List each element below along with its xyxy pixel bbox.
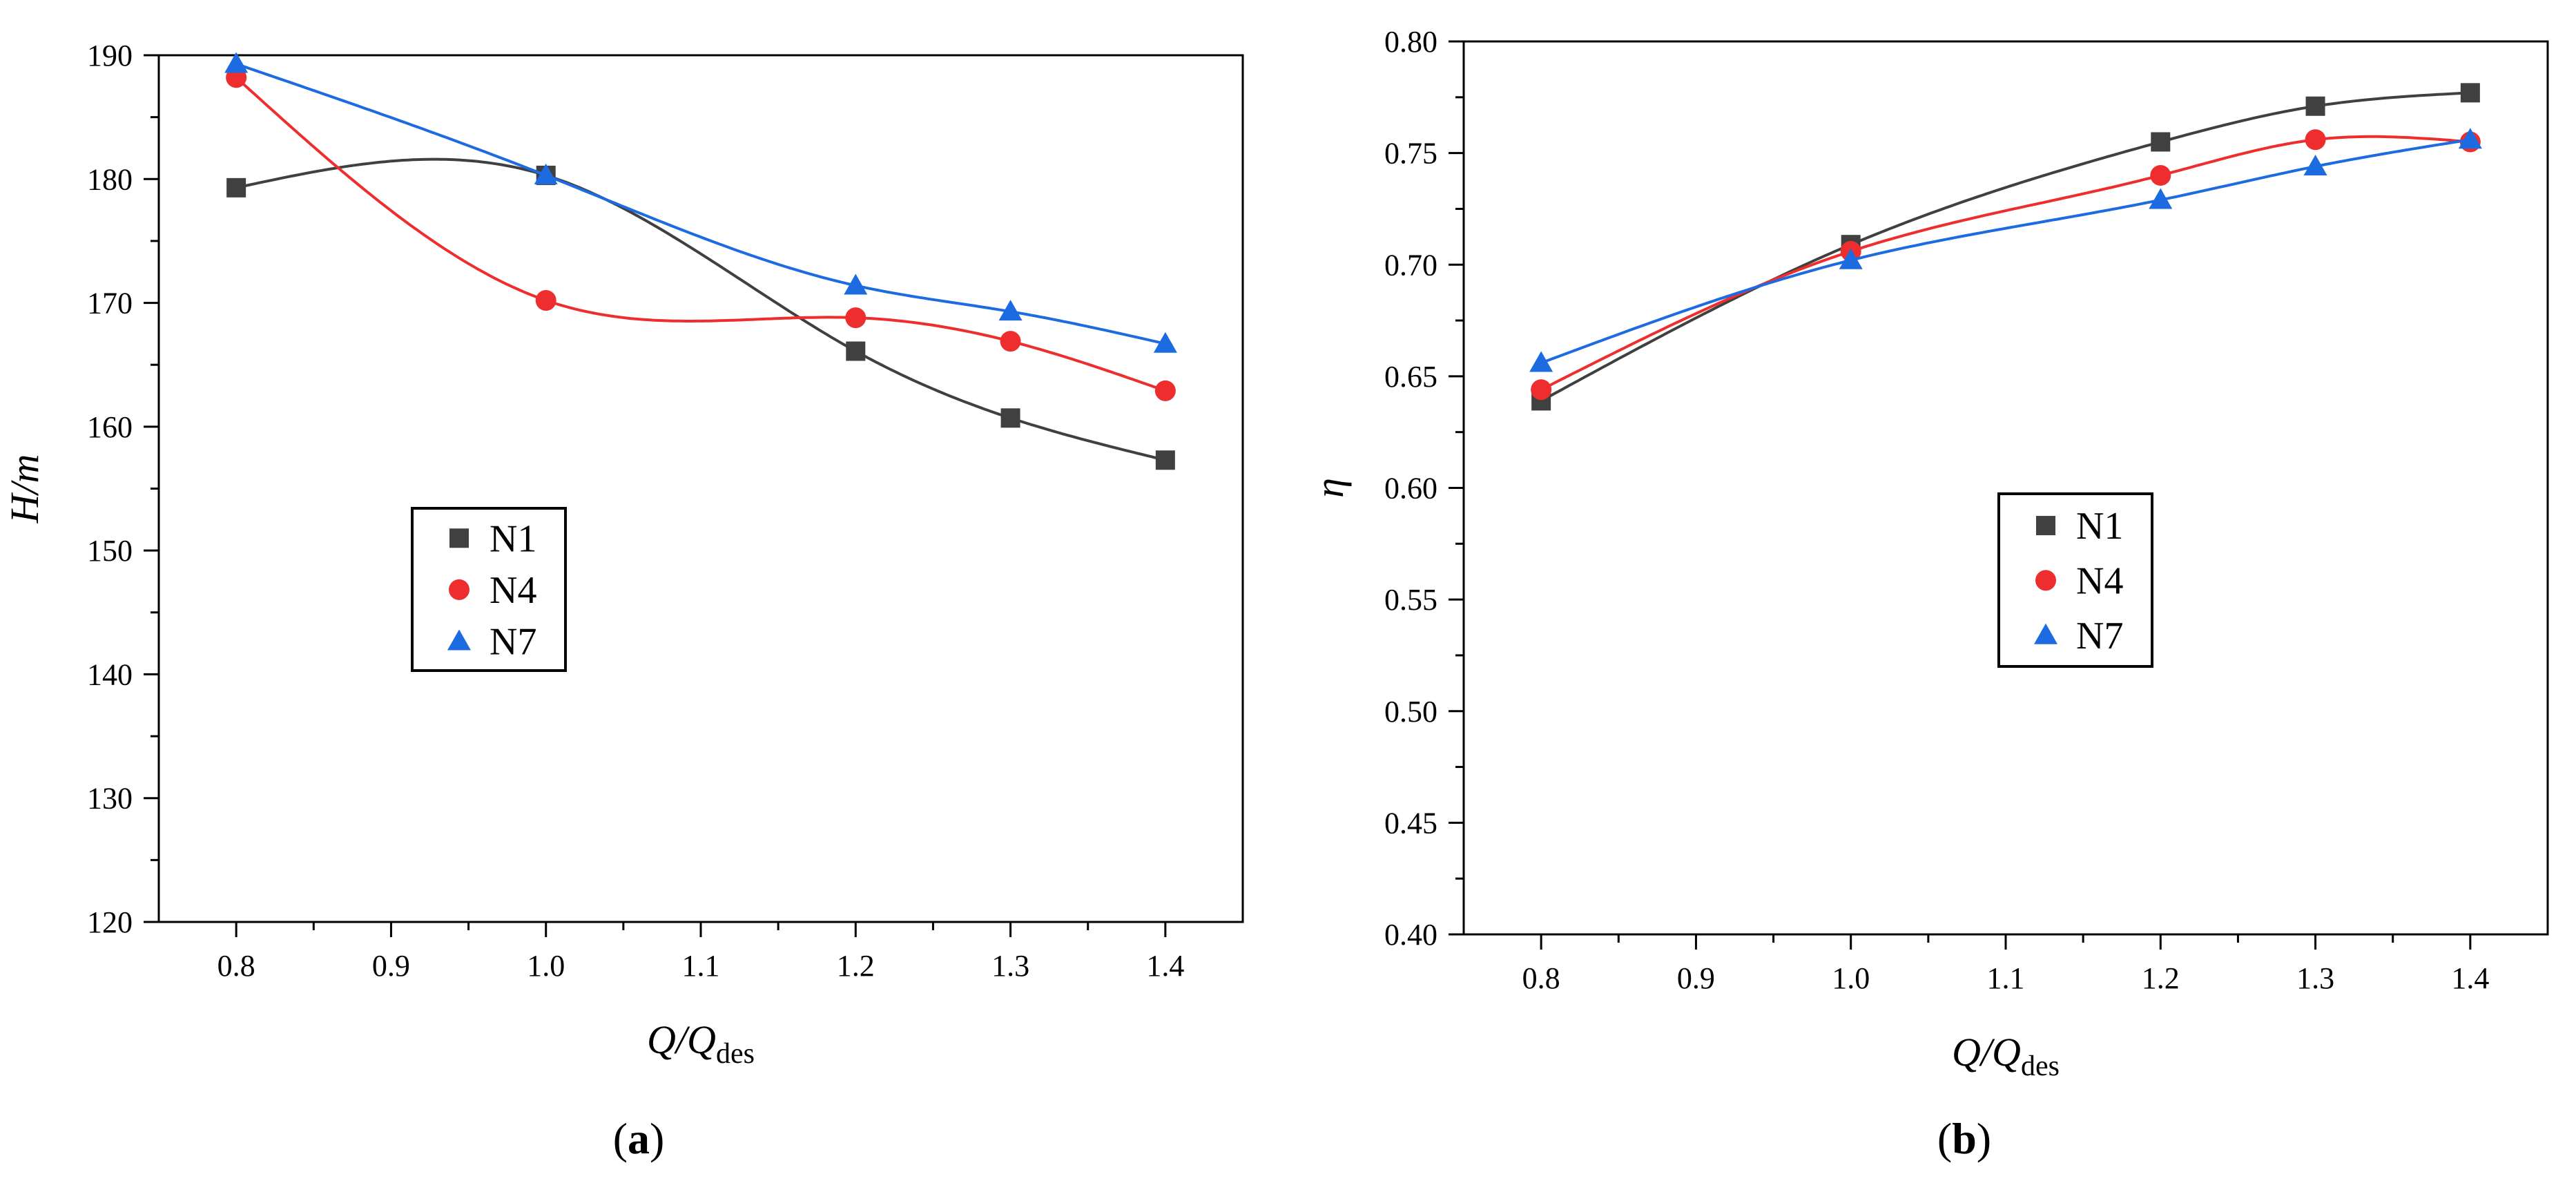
- x-tick-label: 0.8: [1522, 961, 1560, 995]
- x-tick-label: 1.0: [527, 949, 565, 983]
- legend-marker-n4: [2035, 570, 2056, 591]
- data-point-n1: [2305, 96, 2325, 116]
- fit-curve-n7: [1540, 138, 2471, 365]
- x-axis-title: Q/Qdes: [647, 1017, 755, 1070]
- x-tick-label: 1.2: [2142, 961, 2180, 995]
- fit-curve-n1: [235, 157, 1166, 462]
- data-point-n1: [226, 177, 246, 198]
- legend-marker-n7: [2034, 623, 2057, 644]
- data-point-n4: [1000, 331, 1021, 352]
- legend-label-n4: N4: [2076, 559, 2123, 602]
- chart-panel-b: 0.8 0.9 1.0 1.1 1.2 1.3 1.4 0.40 0.45 0.50 0.55 0.6…: [1307, 25, 2549, 1163]
- y-tick-label: 190: [87, 39, 133, 73]
- x-tick-label: 1.3: [991, 949, 1029, 983]
- data-point-n4: [2305, 129, 2326, 151]
- y-tick-label: 0.70: [1384, 248, 1437, 282]
- data-point-n7: [534, 163, 558, 184]
- y-tick-label: 0.40: [1384, 918, 1437, 952]
- y-tick-label: 0.65: [1384, 360, 1437, 394]
- y-tick-label: 160: [87, 410, 133, 444]
- legend-label-n7: N7: [490, 620, 536, 663]
- fit-curve-n4: [235, 76, 1166, 392]
- x-tick-label: 1.4: [2451, 961, 2489, 995]
- legend-label-n4: N4: [490, 569, 536, 612]
- data-point-n7: [1153, 331, 1177, 353]
- legend-label-n1: N1: [2076, 505, 2123, 548]
- series-n7: [224, 52, 1177, 353]
- y-tick-label: 170: [87, 287, 133, 320]
- panel-label: (a): [613, 1114, 665, 1163]
- data-point-n1: [846, 341, 866, 361]
- series-n7: [1529, 128, 2482, 372]
- series-n1: [1531, 83, 2480, 411]
- legend-label-n1: N1: [490, 517, 536, 560]
- legend-marker-n1: [449, 528, 469, 548]
- plot-frame: [1462, 40, 2549, 936]
- series-n4: [226, 67, 1176, 401]
- data-point-n1: [2151, 132, 2171, 152]
- data-point-n7: [224, 52, 249, 73]
- x-tick-label: 0.8: [217, 949, 255, 983]
- x-tick-label: 0.9: [372, 949, 410, 983]
- x-tick-label: 1.1: [682, 949, 720, 983]
- x-tick-label: 1.1: [1987, 961, 2025, 995]
- x-tick-label: 0.9: [1677, 961, 1715, 995]
- data-point-n7: [2303, 155, 2327, 176]
- y-axis-title: η: [1307, 478, 1352, 498]
- plot-frame: [157, 54, 1244, 923]
- data-point-n1: [1000, 408, 1020, 428]
- y-tick-label: 0.45: [1384, 806, 1437, 840]
- data-point-n7: [2458, 128, 2482, 149]
- y-tick-label: 120: [87, 905, 133, 939]
- y-tick-label: 180: [87, 162, 133, 196]
- y-tick-label: 0.80: [1384, 25, 1437, 59]
- data-point-n4: [845, 307, 866, 329]
- legend: N1 N4 N7: [1997, 492, 2153, 668]
- panel-label: (b): [1937, 1114, 1991, 1163]
- legend: N1 N4 N7: [411, 507, 567, 672]
- data-point-n4: [535, 289, 556, 311]
- fit-curve-n7: [235, 62, 1166, 345]
- legend-marker-n4: [449, 579, 469, 600]
- fit-curve-n4: [1540, 135, 2471, 392]
- series-n4: [1531, 129, 2481, 401]
- data-point-n1: [1155, 450, 1175, 470]
- x-tick-label: 1.2: [837, 949, 875, 983]
- y-tick-label: 0.50: [1384, 695, 1437, 729]
- data-point-n7: [1529, 351, 1553, 372]
- y-axis-title: H/m: [2, 454, 47, 524]
- data-point-n7: [2149, 188, 2173, 209]
- chart-panel-a: 0.8 0.9 1.0 1.1 1.2 1.3 1.4 120 130 140 150 160 170 1…: [2, 39, 1244, 1163]
- x-tick-label: 1.4: [1146, 949, 1184, 983]
- data-point-n4: [1531, 379, 1552, 401]
- legend-box: [411, 507, 567, 672]
- data-point-n1: [2460, 83, 2480, 103]
- y-tick-label: 150: [87, 534, 133, 568]
- x-tick-label: 1.0: [1832, 961, 1870, 995]
- y-tick-label: 0.55: [1384, 583, 1437, 617]
- y-tick-label: 0.75: [1384, 137, 1437, 171]
- legend-marker-n7: [447, 629, 471, 651]
- data-point-n7: [1839, 248, 1863, 269]
- data-point-n4: [2150, 164, 2171, 186]
- x-tick-label: 1.3: [2296, 961, 2334, 995]
- y-tick-label: 0.60: [1384, 472, 1437, 506]
- y-tick-label: 140: [87, 657, 133, 691]
- data-point-n7: [998, 300, 1023, 321]
- legend-label-n7: N7: [2076, 615, 2123, 657]
- legend-marker-n1: [2036, 516, 2055, 536]
- legend-box: [1997, 492, 2153, 668]
- y-tick-label: 130: [87, 782, 133, 816]
- x-axis-title: Q/Qdes: [1952, 1030, 2060, 1082]
- data-point-n4: [1154, 380, 1176, 401]
- data-point-n7: [844, 273, 868, 295]
